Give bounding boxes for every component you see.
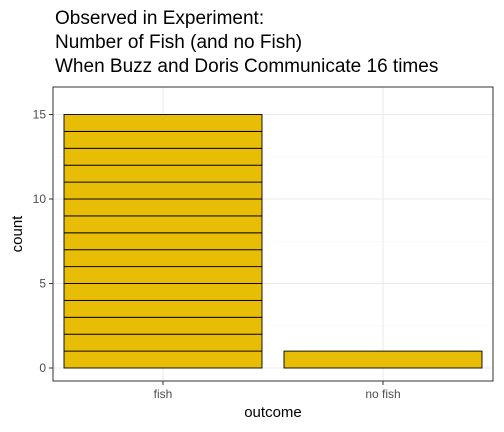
bar-block-0-5	[63, 266, 263, 284]
y-tick-label-15: 15	[33, 108, 47, 122]
bar-block-0-11	[63, 164, 263, 183]
bars	[52, 86, 494, 382]
x-tick-label-fish: fish	[154, 387, 173, 401]
bar-no-fish	[283, 350, 483, 369]
bar-block-0-2	[63, 316, 263, 335]
bar-block-0-8	[63, 215, 263, 234]
panel-border	[52, 86, 494, 382]
bar-block-0-0	[63, 350, 263, 369]
y-axis-ticks: 0 5 10 15	[33, 108, 53, 375]
bar-block-0-4	[63, 283, 263, 301]
x-tick-label-no-fish: no fish	[365, 387, 400, 401]
bar-block-0-6	[63, 249, 263, 268]
chart-title-line-3: When Buzz and Doris Communicate 16 times	[55, 56, 438, 77]
x-axis-ticks: fish no fish	[154, 381, 401, 401]
bar-block-0-10	[63, 181, 263, 200]
bar-block-1-0	[283, 350, 483, 369]
bar-block-0-7	[63, 232, 263, 251]
bar-block-0-12	[63, 147, 263, 166]
bar-fish	[63, 114, 263, 369]
bar-block-0-3	[63, 299, 263, 318]
y-tick-label-10: 10	[33, 192, 47, 206]
chart-title-line-1: Observed in Experiment:	[55, 8, 264, 29]
bar-block-0-14	[63, 114, 263, 132]
y-tick-label-5: 5	[39, 277, 46, 291]
bar-block-0-13	[63, 130, 263, 149]
x-axis-title: outcome	[244, 404, 302, 421]
y-axis-title: count	[9, 215, 26, 253]
chart-title-line-2: Number of Fish (and no Fish)	[55, 32, 302, 53]
bar-block-0-1	[63, 333, 263, 352]
y-tick-label-0: 0	[39, 361, 46, 375]
bar-block-0-9	[63, 198, 263, 217]
